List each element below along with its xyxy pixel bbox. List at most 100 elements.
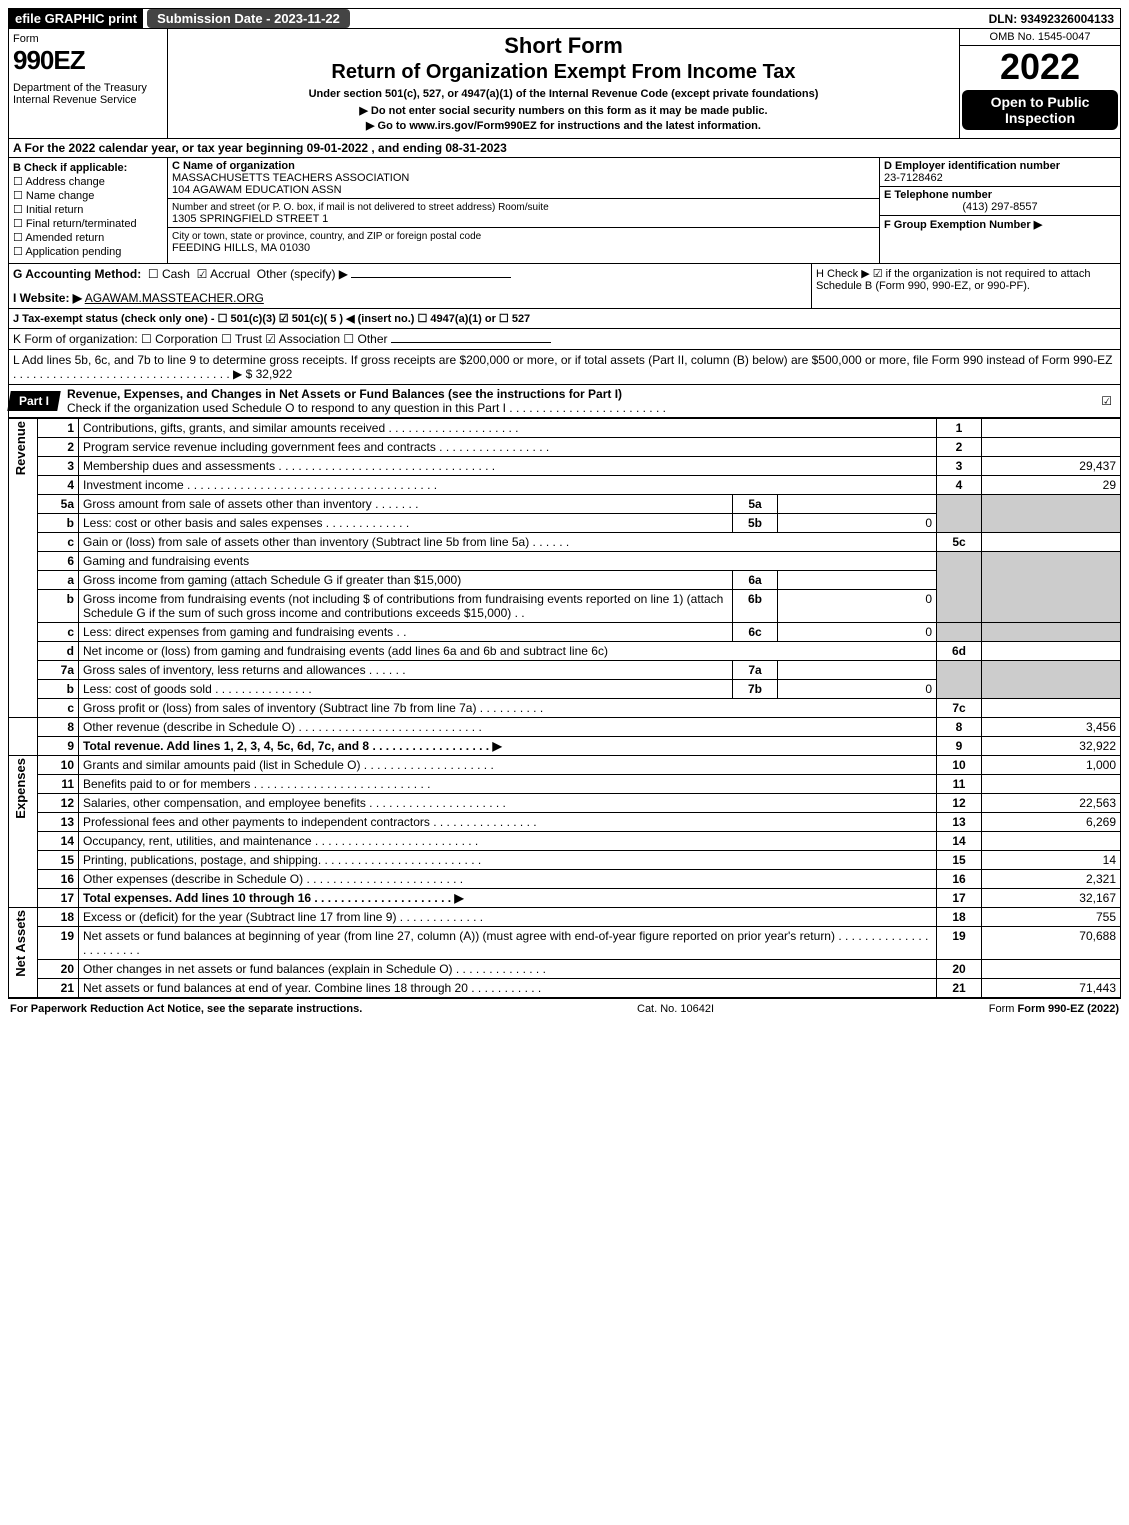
cb-name-change[interactable]: ☐ Name change: [13, 189, 163, 202]
section-bcdef: B Check if applicable: ☐ Address change …: [8, 158, 1121, 264]
part1-subtitle: Check if the organization used Schedule …: [67, 401, 666, 415]
ln-15-num: 15: [38, 851, 79, 870]
grey-5: [937, 495, 982, 533]
ln-10-val: 1,000: [982, 756, 1121, 775]
k-text: K Form of organization: ☐ Corporation ☐ …: [13, 332, 388, 346]
ln-4-num: 4: [38, 476, 79, 495]
grey-6: [937, 552, 982, 623]
ln-7c-val: [982, 699, 1121, 718]
ln-12-desc: Salaries, other compensation, and employ…: [79, 794, 937, 813]
part1-schedule-o-checkbox[interactable]: ☑: [1101, 394, 1120, 408]
efile-print-link[interactable]: efile GRAPHIC print: [9, 9, 143, 28]
ln-3-desc: Membership dues and assessments . . . . …: [79, 457, 937, 476]
org-name-2: 104 AGAWAM EDUCATION ASSN: [172, 184, 342, 196]
revenue-tab: Revenue: [9, 419, 38, 718]
ln-9-val: 32,922: [982, 737, 1121, 756]
org-street: 1305 SPRINGFIELD STREET 1: [172, 213, 328, 225]
goto-link[interactable]: ▶ Go to www.irs.gov/Form990EZ for instru…: [176, 119, 951, 132]
ln-6a-sub: 6a: [733, 571, 778, 590]
dln-label: DLN: 93492326004133: [989, 12, 1120, 26]
grey-6cv: [982, 623, 1121, 642]
website-value[interactable]: AGAWAM.MASSTEACHER.ORG: [85, 291, 264, 305]
ln-6b-num: b: [38, 590, 79, 623]
cb-application-pending[interactable]: ☐ Application pending: [13, 245, 163, 258]
g-cash: Cash: [162, 267, 190, 281]
grey-7: [937, 661, 982, 699]
cb-address-change[interactable]: ☐ Address change: [13, 175, 163, 188]
ln-6b-sval: 0: [778, 590, 937, 623]
top-bar-left: efile GRAPHIC print Submission Date - 20…: [9, 9, 350, 28]
top-bar: efile GRAPHIC print Submission Date - 20…: [8, 8, 1121, 29]
h-text: H Check ▶ ☑ if the organization is not r…: [816, 268, 1091, 292]
ln-6c-sub: 6c: [733, 623, 778, 642]
ln-21-box: 21: [937, 979, 982, 998]
ln-8-box: 8: [937, 718, 982, 737]
group-exemption-row: F Group Exemption Number ▶: [880, 216, 1120, 233]
ln-4-box: 4: [937, 476, 982, 495]
ln-18-val: 755: [982, 908, 1121, 927]
e-hdr: E Telephone number: [884, 189, 992, 201]
cb-initial-return[interactable]: ☐ Initial return: [13, 203, 163, 216]
ln-5c-num: c: [38, 533, 79, 552]
cb-label: Initial return: [26, 204, 83, 216]
ln-2-num: 2: [38, 438, 79, 457]
under-section-text: Under section 501(c), 527, or 4947(a)(1)…: [176, 88, 951, 100]
ln-19-val: 70,688: [982, 927, 1121, 960]
addr-hdr: Number and street (or P. O. box, if mail…: [172, 202, 549, 213]
cb-label: Application pending: [25, 246, 121, 258]
ln-13-val: 6,269: [982, 813, 1121, 832]
ln-19-desc: Net assets or fund balances at beginning…: [79, 927, 937, 960]
ln-16-val: 2,321: [982, 870, 1121, 889]
ln-5a-desc: Gross amount from sale of assets other t…: [79, 495, 733, 514]
ln-8-num: 8: [38, 718, 79, 737]
ln-7b-sub: 7b: [733, 680, 778, 699]
omb-number: OMB No. 1545-0047: [960, 29, 1120, 46]
ln-17-val: 32,167: [982, 889, 1121, 908]
org-city: FEEDING HILLS, MA 01030: [172, 242, 310, 254]
row-h: H Check ▶ ☑ if the organization is not r…: [811, 264, 1120, 308]
cb-label: Address change: [25, 176, 105, 188]
return-title: Return of Organization Exempt From Incom…: [176, 61, 951, 84]
ln-19-box: 19: [937, 927, 982, 960]
ein-row: D Employer identification number 23-7128…: [880, 158, 1120, 187]
cb-label: Name change: [26, 190, 95, 202]
cb-label: Final return/terminated: [26, 218, 137, 230]
ln-7b-num: b: [38, 680, 79, 699]
ln-6c-desc: Less: direct expenses from gaming and fu…: [79, 623, 733, 642]
ln-14-val: [982, 832, 1121, 851]
ln-10-num: 10: [38, 756, 79, 775]
footer-cat: Cat. No. 10642I: [637, 1003, 714, 1015]
ln-4-val: 29: [982, 476, 1121, 495]
ln-6-desc: Gaming and fundraising events: [79, 552, 937, 571]
grey-5v: [982, 495, 1121, 533]
ln-16-desc: Other expenses (describe in Schedule O) …: [79, 870, 937, 889]
ln-17-box: 17: [937, 889, 982, 908]
ln-20-val: [982, 960, 1121, 979]
ln-9-num: 9: [38, 737, 79, 756]
cb-final-return[interactable]: ☐ Final return/terminated: [13, 217, 163, 230]
ln-15-val: 14: [982, 851, 1121, 870]
cb-amended-return[interactable]: ☐ Amended return: [13, 231, 163, 244]
ln-5a-sval: [778, 495, 937, 514]
ln-8-val: 3,456: [982, 718, 1121, 737]
col-c-org-info: C Name of organization MASSACHUSETTS TEA…: [168, 158, 880, 263]
ln-6a-num: a: [38, 571, 79, 590]
grey-7v: [982, 661, 1121, 699]
revenue-tab-cont: [9, 718, 38, 756]
grey-6c: [937, 623, 982, 642]
form-label: Form: [13, 33, 163, 45]
org-name-row: C Name of organization MASSACHUSETTS TEA…: [168, 158, 879, 199]
ln-7a-num: 7a: [38, 661, 79, 680]
ln-15-box: 15: [937, 851, 982, 870]
ln-21-num: 21: [38, 979, 79, 998]
ln-19-num: 19: [38, 927, 79, 960]
ln-12-val: 22,563: [982, 794, 1121, 813]
submission-date-pill: Submission Date - 2023-11-22: [147, 9, 350, 28]
ln-2-box: 2: [937, 438, 982, 457]
ln-13-num: 13: [38, 813, 79, 832]
ln-6d-num: d: [38, 642, 79, 661]
ln-17-desc: Total expenses. Add lines 10 through 16 …: [79, 889, 937, 908]
ln-11-box: 11: [937, 775, 982, 794]
tax-year: 2022: [960, 46, 1120, 88]
ln-6a-sval: [778, 571, 937, 590]
